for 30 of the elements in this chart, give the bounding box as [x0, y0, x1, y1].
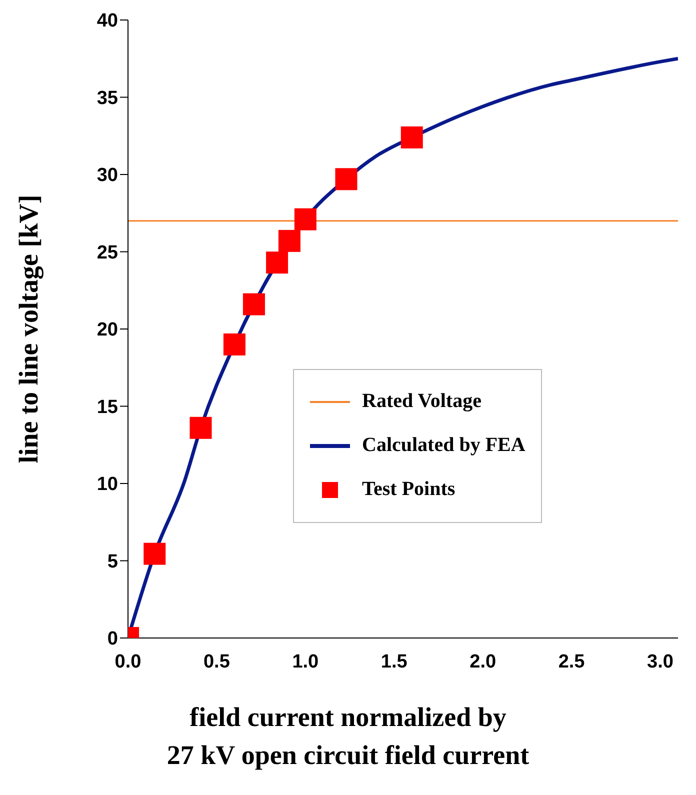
y-tick-label: 10	[96, 474, 118, 496]
point	[294, 208, 316, 230]
point	[400, 126, 423, 148]
y-tick-label: 35	[96, 88, 118, 109]
point	[190, 416, 212, 439]
point	[266, 252, 288, 274]
legend-label: Test Points	[362, 478, 456, 502]
point	[144, 542, 166, 565]
point	[223, 333, 246, 356]
legend-label: Calculated by FEA	[362, 434, 526, 458]
point	[335, 168, 358, 190]
x-tick-label: 2.5	[558, 651, 586, 672]
y-tick-label: 30	[96, 165, 118, 186]
y-tick-label: 40	[96, 10, 118, 32]
y-tick-label: 5	[107, 551, 118, 572]
x-tick-label: 1.5	[380, 651, 408, 672]
point	[242, 293, 265, 316]
x-tick-label: 3.0	[647, 651, 674, 672]
y-axis-title: line to line voltage [kV]	[14, 194, 44, 464]
y-tick-label: 20	[96, 320, 118, 341]
y-tick-label: 15	[96, 396, 118, 418]
legend-label: Rated Voltage	[362, 390, 482, 414]
y-tick-label: 0	[107, 628, 118, 650]
x-tick-label: 2.0	[470, 651, 496, 672]
point	[278, 230, 300, 252]
x-tick-label: 1.0	[292, 651, 319, 672]
x-tick-label: 0.0	[114, 651, 142, 672]
x-tick-label: 0.5	[204, 651, 230, 672]
y-tick-label: 25	[96, 242, 118, 264]
x-axis-title: field current normalized by 27 kV open circuit field current	[166, 701, 530, 772]
